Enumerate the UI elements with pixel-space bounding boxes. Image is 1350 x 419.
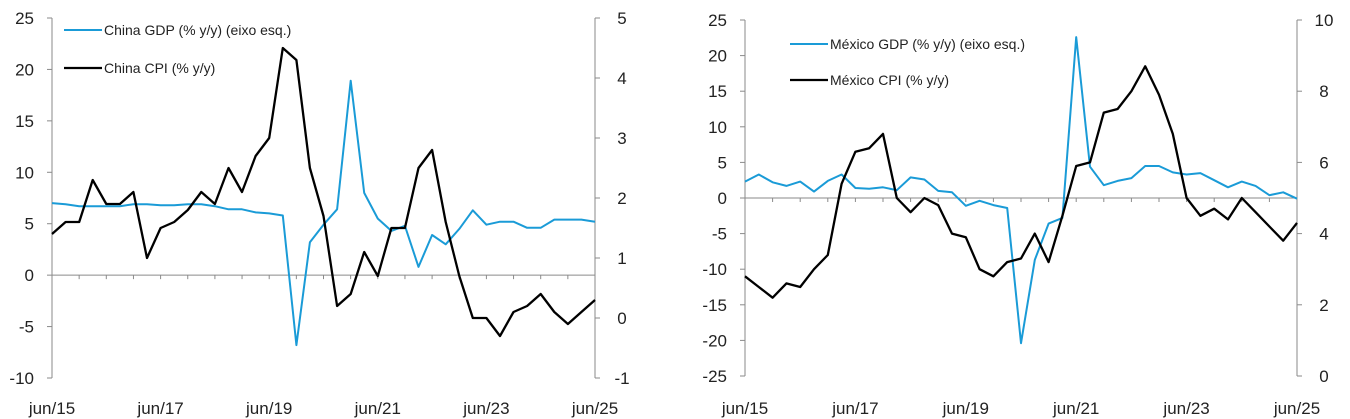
left-tick-label: 15 bbox=[708, 82, 727, 101]
left-tick-label: 15 bbox=[15, 112, 34, 131]
right-tick-label: 8 bbox=[1319, 82, 1328, 101]
left-tick-label: 5 bbox=[25, 215, 34, 234]
left-tick-label: -15 bbox=[702, 296, 727, 315]
series-line-cpi bbox=[744, 65, 1298, 299]
x-tick-label: jun/21 bbox=[1052, 399, 1099, 418]
left-tick-label: 25 bbox=[15, 9, 34, 28]
x-tick-label: jun/25 bbox=[1273, 399, 1320, 418]
left-tick-label: 0 bbox=[718, 189, 727, 208]
right-tick-label: 3 bbox=[617, 129, 626, 148]
legend-label: China GDP (% y/y) (eixo esq.) bbox=[104, 22, 291, 38]
left-tick-label: -5 bbox=[19, 318, 34, 337]
right-tick-label: 4 bbox=[1319, 225, 1328, 244]
series-line-gdp bbox=[744, 36, 1298, 345]
legend-label: México GDP (% y/y) (eixo esq.) bbox=[830, 36, 1025, 52]
left-tick-label: -25 bbox=[702, 367, 727, 386]
legend-label: México CPI (% y/y) bbox=[830, 72, 949, 88]
right-tick-label: 1 bbox=[617, 249, 626, 268]
left-tick-label: -10 bbox=[9, 369, 34, 388]
x-tick-label: jun/23 bbox=[1162, 399, 1209, 418]
legend-label: China CPI (% y/y) bbox=[104, 60, 215, 76]
series-line-gdp bbox=[51, 79, 596, 347]
x-tick-label: jun/15 bbox=[721, 399, 768, 418]
right-tick-label: 2 bbox=[617, 189, 626, 208]
x-tick-label: jun/21 bbox=[354, 399, 401, 418]
x-tick-label: jun/23 bbox=[462, 399, 509, 418]
left-tick-label: -5 bbox=[712, 225, 727, 244]
left-tick-label: -20 bbox=[702, 331, 727, 350]
x-tick-label: jun/19 bbox=[942, 399, 989, 418]
right-tick-label: 0 bbox=[1319, 367, 1328, 386]
x-tick-label: jun/17 bbox=[831, 399, 878, 418]
left-tick-label: 25 bbox=[708, 11, 727, 30]
left-tick-label: 0 bbox=[25, 266, 34, 285]
right-tick-label: 5 bbox=[617, 9, 626, 28]
series-line-cpi bbox=[51, 46, 596, 338]
right-tick-label: 4 bbox=[617, 69, 626, 88]
right-tick-label: 0 bbox=[617, 309, 626, 328]
right-tick-label: 2 bbox=[1319, 296, 1328, 315]
right-tick-label: 10 bbox=[1315, 11, 1334, 30]
left-tick-label: -10 bbox=[702, 260, 727, 279]
left-tick-label: 10 bbox=[708, 118, 727, 137]
left-tick-label: 5 bbox=[718, 153, 727, 172]
chart-panel-2: -25 -20 -15 -10 -5 0 5 10 15 20 25 0 2 4 6 8 10 jun/15 jun… bbox=[702, 11, 1333, 418]
x-tick-label: jun/19 bbox=[245, 399, 292, 418]
x-tick-label: jun/25 bbox=[571, 399, 618, 418]
right-tick-label: -1 bbox=[614, 369, 629, 388]
right-tick-label: 6 bbox=[1319, 153, 1328, 172]
left-tick-label: 10 bbox=[15, 163, 34, 182]
left-tick-label: 20 bbox=[15, 60, 34, 79]
x-tick-label: jun/15 bbox=[28, 399, 75, 418]
left-tick-label: 20 bbox=[708, 47, 727, 66]
x-tick-label: jun/17 bbox=[136, 399, 183, 418]
